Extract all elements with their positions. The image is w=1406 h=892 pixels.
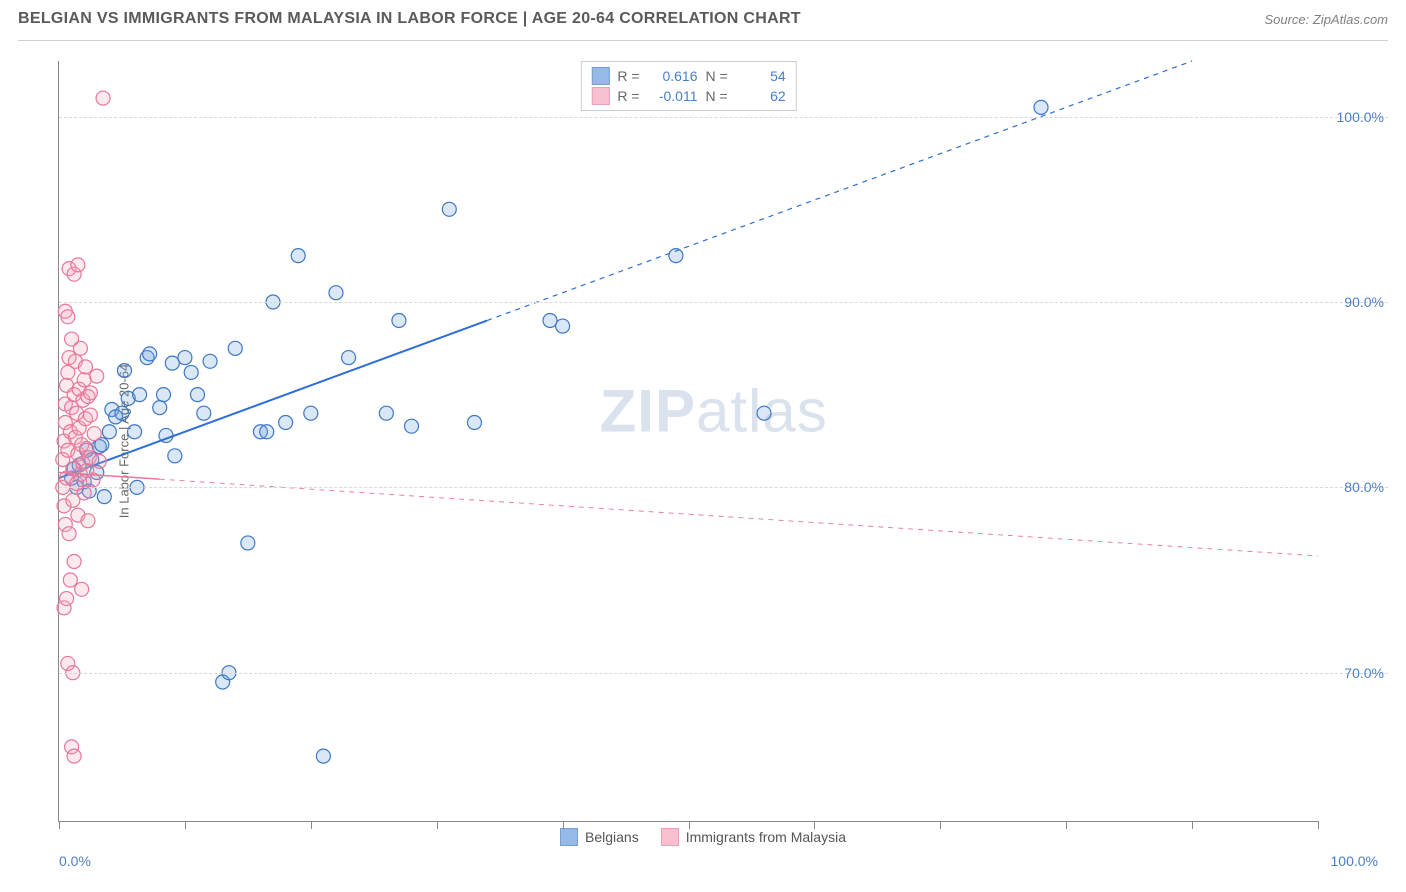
data-point — [392, 314, 406, 328]
data-point — [379, 406, 393, 420]
data-point — [467, 415, 481, 429]
data-point — [178, 351, 192, 365]
data-point — [67, 749, 81, 763]
data-point — [156, 388, 170, 402]
trend-line-dashed — [160, 479, 1318, 556]
data-point — [61, 310, 75, 324]
legend-label: Belgians — [585, 829, 639, 845]
data-point — [115, 406, 129, 420]
data-point — [96, 91, 110, 105]
data-point — [102, 425, 116, 439]
data-point — [81, 514, 95, 528]
data-point — [77, 373, 91, 387]
data-point — [291, 249, 305, 263]
n-label: N = — [706, 88, 728, 104]
n-value: 62 — [736, 88, 786, 104]
data-point — [556, 319, 570, 333]
data-point — [97, 490, 111, 504]
n-value: 54 — [736, 68, 786, 84]
data-point — [60, 592, 74, 606]
r-value: 0.616 — [648, 68, 698, 84]
y-tick-label: 70.0% — [1344, 665, 1384, 681]
data-point — [92, 454, 106, 468]
data-point — [67, 554, 81, 568]
data-point — [190, 388, 204, 402]
data-point — [117, 364, 131, 378]
plot-area: In Labor Force | Age 20-64 ZIPatlas R = … — [58, 61, 1318, 822]
legend-stats-row: R = -0.011 N = 62 — [591, 86, 785, 106]
legend-swatch-pink — [591, 87, 609, 105]
r-label: R = — [617, 88, 639, 104]
data-point — [73, 341, 87, 355]
data-point — [329, 286, 343, 300]
data-point — [63, 573, 77, 587]
data-point — [168, 449, 182, 463]
plot-svg — [59, 61, 1318, 821]
legend-swatch-blue — [591, 67, 609, 85]
data-point — [203, 354, 217, 368]
data-point — [78, 360, 92, 374]
legend-stats: R = 0.616 N = 54 R = -0.011 N = 62 — [580, 61, 796, 111]
legend-swatch-blue — [560, 828, 578, 846]
data-point — [62, 527, 76, 541]
source-label: Source: ZipAtlas.com — [1264, 12, 1388, 27]
data-point — [304, 406, 318, 420]
legend-item: Belgians — [560, 828, 639, 846]
data-point — [342, 351, 356, 365]
legend-stats-row: R = 0.616 N = 54 — [591, 66, 785, 86]
data-point — [87, 427, 101, 441]
data-point — [757, 406, 771, 420]
data-point — [165, 356, 179, 370]
legend-swatch-pink — [661, 828, 679, 846]
data-point — [1034, 100, 1048, 114]
data-point — [279, 415, 293, 429]
y-tick-label: 80.0% — [1344, 479, 1384, 495]
data-point — [75, 582, 89, 596]
data-point — [228, 341, 242, 355]
chart-title: BELGIAN VS IMMIGRANTS FROM MALAYSIA IN L… — [18, 10, 801, 28]
y-tick-label: 90.0% — [1344, 294, 1384, 310]
x-axis-max-label: 100.0% — [1331, 853, 1378, 869]
data-point — [543, 314, 557, 328]
data-point — [184, 365, 198, 379]
y-tick-label: 100.0% — [1337, 109, 1384, 125]
data-point — [133, 388, 147, 402]
legend-label: Immigrants from Malaysia — [686, 829, 846, 845]
data-point — [83, 408, 97, 422]
data-point — [260, 425, 274, 439]
legend-series: Belgians Immigrants from Malaysia — [560, 828, 846, 846]
data-point — [83, 386, 97, 400]
data-point — [128, 425, 142, 439]
r-label: R = — [617, 68, 639, 84]
data-point — [442, 202, 456, 216]
data-point — [197, 406, 211, 420]
data-point — [316, 749, 330, 763]
n-label: N = — [706, 68, 728, 84]
data-point — [405, 419, 419, 433]
x-axis-min-label: 0.0% — [59, 853, 91, 869]
data-point — [90, 369, 104, 383]
data-point — [71, 258, 85, 272]
legend-item: Immigrants from Malaysia — [661, 828, 846, 846]
data-point — [241, 536, 255, 550]
data-point — [153, 401, 167, 415]
chart-container: In Labor Force | Age 20-64 ZIPatlas R = … — [18, 40, 1388, 852]
data-point — [143, 347, 157, 361]
r-value: -0.011 — [648, 88, 698, 104]
